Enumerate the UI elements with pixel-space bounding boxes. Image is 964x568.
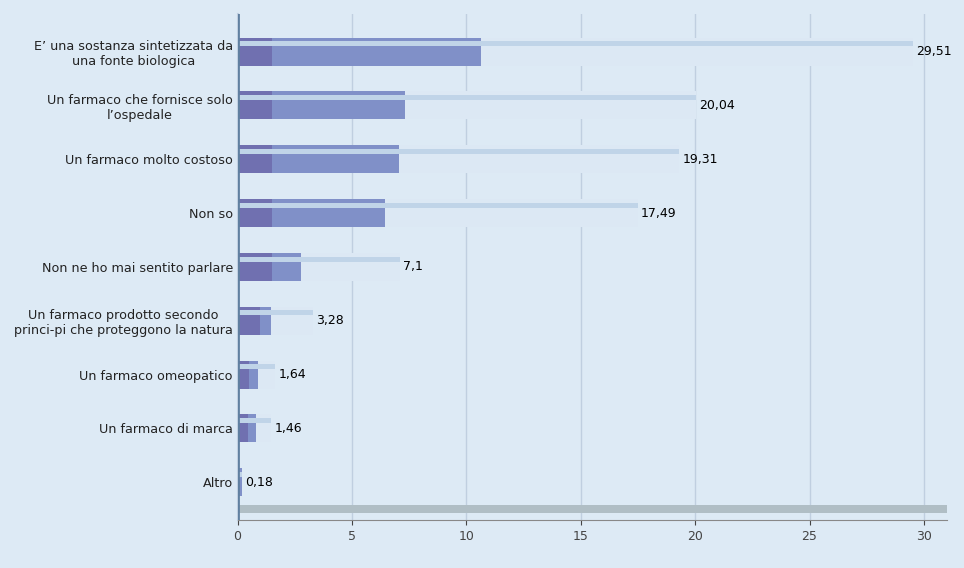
- Bar: [237, 203, 638, 208]
- Text: 29,51: 29,51: [916, 45, 951, 58]
- Bar: [237, 415, 256, 442]
- Bar: [237, 469, 242, 496]
- Bar: [237, 199, 385, 227]
- Text: 7,1: 7,1: [404, 261, 423, 273]
- Text: 17,49: 17,49: [641, 207, 677, 220]
- Text: 1,46: 1,46: [275, 422, 302, 435]
- Bar: [237, 91, 696, 119]
- Bar: [237, 361, 257, 389]
- Bar: [237, 199, 638, 227]
- Text: 1,64: 1,64: [279, 368, 307, 381]
- Bar: [237, 95, 696, 100]
- Bar: [237, 311, 312, 315]
- Bar: [237, 91, 272, 119]
- Bar: [237, 505, 947, 513]
- Bar: [237, 145, 680, 173]
- Bar: [237, 361, 249, 389]
- Bar: [237, 307, 260, 335]
- Bar: [237, 41, 913, 46]
- Text: 0,18: 0,18: [245, 476, 273, 489]
- Bar: [237, 415, 248, 442]
- Bar: [237, 307, 312, 335]
- Bar: [237, 418, 271, 423]
- Bar: [237, 145, 272, 173]
- Bar: [237, 149, 680, 154]
- Bar: [237, 472, 242, 477]
- Text: 3,28: 3,28: [316, 314, 344, 327]
- Bar: [237, 307, 271, 335]
- Bar: [237, 257, 400, 262]
- Bar: [237, 37, 481, 65]
- Bar: [237, 199, 272, 227]
- Bar: [237, 253, 272, 281]
- Bar: [237, 415, 271, 442]
- Bar: [237, 364, 275, 369]
- Text: 20,04: 20,04: [700, 99, 736, 112]
- Bar: [237, 37, 272, 65]
- Bar: [237, 361, 275, 389]
- Bar: [237, 91, 405, 119]
- Bar: [237, 469, 242, 496]
- Text: 19,31: 19,31: [683, 153, 718, 166]
- Bar: [237, 145, 399, 173]
- Bar: [237, 37, 913, 65]
- Bar: [237, 253, 400, 281]
- Bar: [237, 253, 302, 281]
- Bar: [237, 469, 239, 496]
